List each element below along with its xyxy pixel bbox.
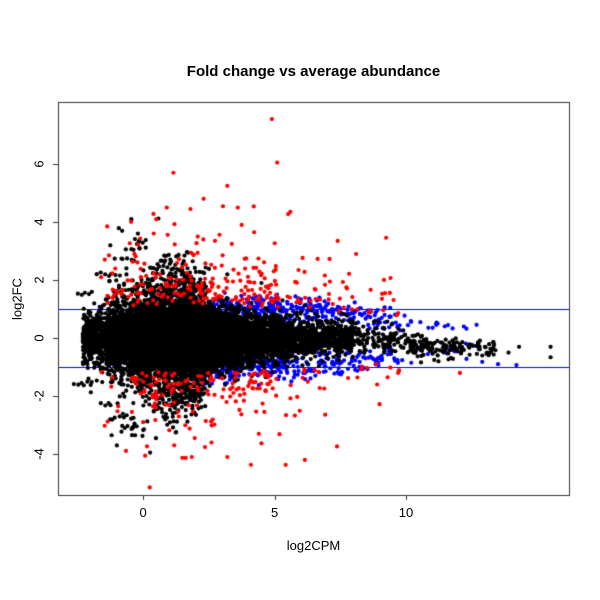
x-tick-label: 0 <box>139 505 147 520</box>
x-axis-label: log2CPM <box>286 538 341 553</box>
chart-title: Fold change vs average abundance <box>186 63 441 80</box>
y-axis-label: log2FC <box>9 278 25 320</box>
y-tick-label: -4 <box>31 448 47 460</box>
y-tick-label: 6 <box>31 160 47 168</box>
y-tick-label: -2 <box>31 390 47 402</box>
y-tick-label: 0 <box>31 334 47 342</box>
x-tick-label: 10 <box>398 505 414 520</box>
x-tick-label: 5 <box>270 505 279 520</box>
y-tick-label: 4 <box>31 218 47 226</box>
y-tick-label: 2 <box>31 276 47 284</box>
